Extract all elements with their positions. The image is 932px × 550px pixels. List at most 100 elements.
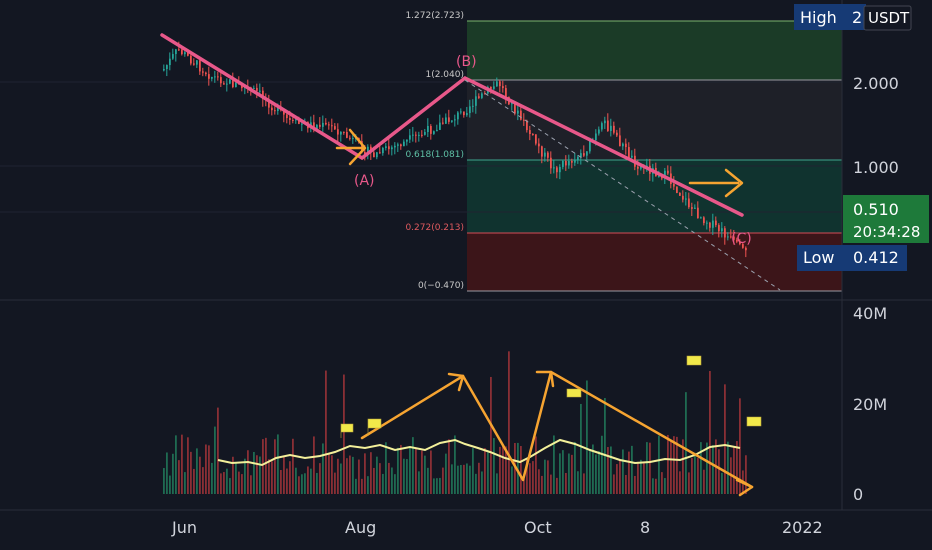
candle-body	[577, 157, 579, 161]
volume-bar	[289, 461, 291, 494]
volume-bar	[250, 475, 252, 494]
candle-body	[463, 111, 465, 116]
fib-label-1: 1(2.040)	[425, 70, 464, 80]
volume-bar	[400, 444, 402, 494]
price-arrows	[335, 128, 744, 198]
candle-body	[601, 123, 603, 130]
volume-bar	[205, 444, 207, 494]
candle-body	[406, 139, 408, 142]
volume-bar	[232, 456, 234, 494]
candle-body	[568, 161, 570, 166]
candle-body	[691, 207, 693, 209]
volume-bar	[169, 475, 171, 494]
fib-zones	[467, 20, 842, 292]
volume-bar	[745, 455, 747, 494]
volume-tick-20m: 20M	[853, 395, 887, 414]
wave-label-a: (A)	[354, 173, 375, 189]
volume-bar	[367, 476, 369, 494]
volume-bar	[361, 478, 363, 494]
candle-body	[295, 119, 297, 121]
candle-body	[253, 87, 255, 89]
candle-body	[457, 112, 459, 120]
candle-body	[319, 124, 321, 127]
candle-body	[220, 77, 222, 84]
volume-bar	[739, 398, 741, 494]
candle-body	[583, 153, 585, 156]
volume-bar	[376, 456, 378, 494]
volume-bar	[679, 471, 681, 494]
candle-body	[163, 69, 165, 71]
candle-body	[547, 152, 549, 158]
volume-bar	[667, 434, 669, 494]
volume-bar	[577, 471, 579, 494]
candle-body	[589, 140, 591, 152]
volume-bar	[607, 447, 609, 494]
candle-body	[556, 167, 558, 173]
candle-body	[730, 236, 732, 238]
volume-bar	[595, 454, 597, 494]
high-badge: High 2	[794, 4, 866, 30]
candle-body	[502, 86, 504, 89]
candle-body	[340, 131, 342, 135]
candle-body	[553, 167, 555, 169]
candle-body	[277, 106, 279, 112]
volume-bar	[379, 463, 381, 494]
volume-bar	[628, 451, 630, 494]
candle-body	[226, 83, 228, 85]
candle-body	[514, 102, 516, 114]
candle-body	[709, 222, 711, 228]
volume-bar	[328, 453, 330, 494]
candle-body	[571, 161, 573, 163]
candle-body	[199, 60, 201, 72]
volume-bar	[370, 452, 372, 494]
candle-body	[352, 138, 354, 140]
volume-bar	[340, 463, 342, 494]
volume-bar	[298, 476, 300, 494]
volume-bar	[526, 459, 528, 494]
candle-body	[274, 110, 276, 112]
volume-bar	[472, 448, 474, 494]
fib-labels: 1.272(2.723) 1(2.040) 0.618(1.081) 0.272(0.…	[405, 11, 464, 291]
volume-bar	[415, 447, 417, 494]
candle-body	[544, 152, 546, 157]
candle-body	[379, 152, 381, 154]
candle-body	[679, 192, 681, 196]
candle-body	[745, 247, 747, 251]
volume-bar	[406, 459, 408, 494]
candle-body	[301, 123, 303, 125]
volume-bar	[355, 478, 357, 494]
candle-body	[511, 102, 513, 105]
volume-bar	[514, 443, 516, 494]
volume-bar	[319, 463, 321, 494]
candle-body	[523, 119, 525, 121]
candle-body	[208, 74, 210, 79]
volume-bar	[685, 392, 687, 494]
candle-body	[436, 129, 438, 132]
candle-body	[610, 125, 612, 132]
candle-body	[322, 122, 324, 127]
volume-bar	[211, 462, 213, 494]
volume-bar	[484, 448, 486, 494]
volume-bar	[334, 472, 336, 494]
volume-bar	[292, 438, 294, 494]
candle-body	[259, 90, 261, 92]
fib-label-2: 0.618(1.081)	[405, 150, 464, 160]
volume-bar	[427, 467, 429, 494]
candle-body	[409, 135, 411, 140]
candle-body	[538, 143, 540, 147]
candle-body	[256, 87, 258, 91]
candle-body	[505, 88, 507, 97]
volume-bar	[346, 458, 348, 494]
volume-bar	[712, 445, 714, 494]
volume-bars	[163, 351, 747, 494]
candle-body	[697, 207, 699, 219]
svg-text:USDT: USDT	[868, 9, 910, 27]
volume-bar	[574, 441, 576, 494]
volume-bar	[214, 426, 216, 494]
volume-bar	[550, 474, 552, 494]
volume-bar	[649, 442, 651, 494]
candle-body	[424, 132, 426, 135]
volume-bar	[163, 468, 165, 494]
volume-bar	[613, 474, 615, 494]
